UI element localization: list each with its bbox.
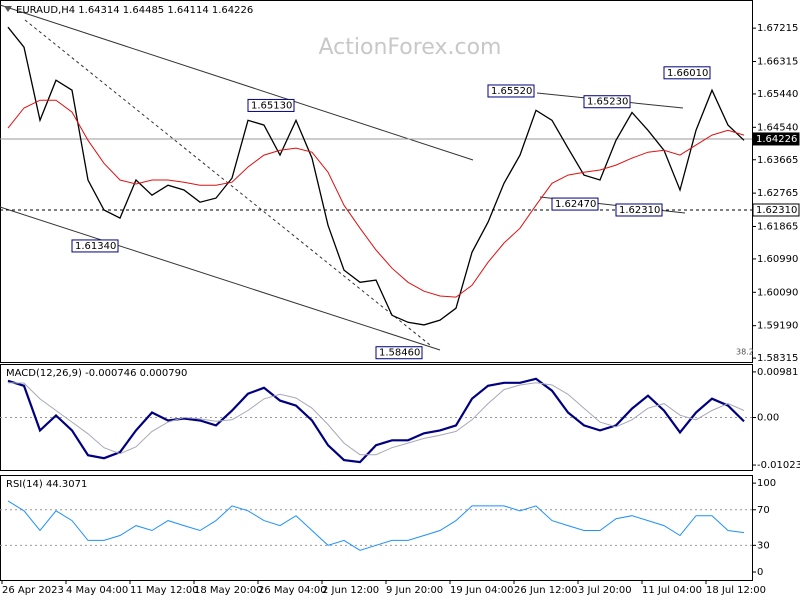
price-label-box	[71, 239, 119, 253]
series-line	[7, 99, 745, 298]
price-panel	[0, 0, 753, 363]
x-tick-label: 26 Apr 2023	[2, 585, 64, 596]
y-tick-label: 1.67215	[757, 23, 798, 34]
price-label-box	[615, 203, 663, 217]
y-tick-label: 0	[757, 567, 763, 578]
y-tick-label: 1.60090	[757, 287, 798, 298]
price-label: 1.58460	[379, 348, 420, 359]
y-tick-label: 1.62765	[757, 188, 798, 199]
price-label: 1.62310	[619, 205, 660, 216]
dashed-trend-line	[24, 19, 431, 346]
price-label: 1.65130	[251, 100, 292, 111]
y-tick-label: 1.64540	[757, 122, 798, 133]
x-tick-label: 2 Jun 12:00	[322, 585, 379, 596]
y-tick-label: 1.66315	[757, 57, 798, 68]
x-tick-label: 11 Jul 04:00	[642, 585, 702, 596]
fib-note: 38.2	[736, 348, 754, 357]
y-tick-label: 30	[757, 540, 770, 551]
level-box	[752, 132, 800, 146]
x-tick-label: 18 Jul 12:00	[706, 585, 766, 596]
macd-header: MACD(12,26,9) -0.000746 0.000790	[6, 368, 187, 379]
x-tick-label: 3 Jul 20:00	[578, 585, 632, 596]
price-label: 1.65520	[491, 86, 532, 97]
price-label-box	[375, 346, 423, 360]
x-tick-label: 9 Jun 20:00	[386, 585, 443, 596]
y-tick-label: 100	[757, 478, 776, 489]
y-tick-label: -0.010235	[757, 460, 800, 471]
y-tick-label: 1.63665	[757, 155, 798, 166]
price-label-box	[583, 95, 631, 109]
series-line	[7, 382, 745, 456]
price-label: 1.61340	[75, 241, 116, 252]
level-label: 1.64226	[756, 134, 797, 145]
price-label: 1.66010	[667, 68, 708, 79]
level-box	[752, 203, 800, 217]
y-tick-label: 1.65440	[757, 89, 798, 100]
y-tick-label: 1.60990	[757, 254, 798, 265]
x-tick-label: 11 May 12:00	[130, 585, 199, 596]
watermark: ActionForex.com	[319, 35, 502, 60]
x-tick-label: 26 May 04:00	[258, 585, 327, 596]
rsi-header: RSI(14) 44.3071	[6, 479, 87, 490]
price-label-box	[487, 84, 535, 98]
symbol-icon	[4, 6, 12, 12]
y-tick-label: 70	[757, 505, 770, 516]
x-tick-label: 26 Jun 12:00	[514, 585, 578, 596]
y-tick-label: 0.00981	[757, 367, 798, 378]
level-label: 1.62310	[756, 205, 797, 216]
series-line	[7, 26, 745, 326]
price-label-box	[663, 66, 711, 80]
x-tick-label: 4 May 04:00	[66, 585, 128, 596]
x-tick-label: 18 May 20:00	[194, 585, 263, 596]
price-label: 1.65230	[587, 97, 628, 108]
channel-line	[0, 206, 441, 351]
y-tick-label: 1.61865	[757, 221, 798, 232]
y-tick-label: 1.59190	[757, 321, 798, 332]
price-label-box	[247, 98, 295, 112]
price-header: EURAUD,H4 1.64314 1.64485 1.64114 1.6422…	[16, 5, 253, 16]
y-tick-label: 0.00	[757, 413, 779, 424]
rsi-panel	[0, 475, 753, 581]
price-label: 1.62470	[555, 199, 596, 210]
y-tick-label: 1.58315	[757, 353, 798, 364]
price-label-box	[551, 197, 599, 211]
series-line	[7, 377, 745, 464]
channel-line	[0, 4, 474, 161]
series-line	[7, 500, 745, 551]
x-tick-label: 19 Jun 04:00	[450, 585, 514, 596]
